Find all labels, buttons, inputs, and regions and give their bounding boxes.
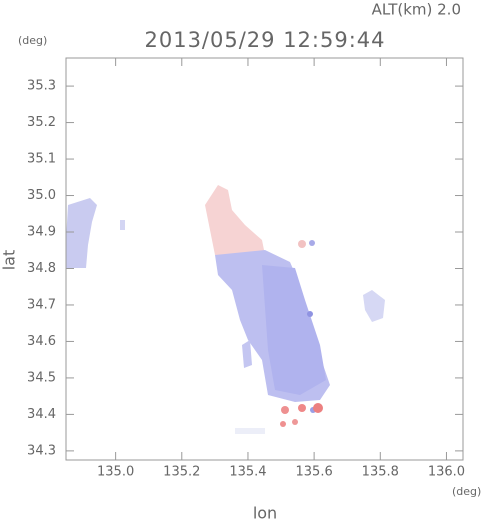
- y-tick-label: 34.3: [27, 443, 56, 458]
- echo-cell: [307, 311, 313, 317]
- y-tick-label: 35.2: [27, 115, 56, 130]
- echo-cell: [292, 419, 298, 425]
- y-tick-label: 35.3: [27, 79, 56, 94]
- echo-cell: [313, 403, 323, 413]
- x-axis-label: lon: [253, 504, 277, 522]
- echo-region: [262, 265, 326, 395]
- echo-region: [66, 198, 97, 268]
- echo-cell: [298, 404, 306, 412]
- y-tick-label: 34.5: [27, 370, 56, 385]
- y-tick-label: 34.7: [27, 297, 56, 312]
- radar-echo: [66, 185, 385, 434]
- y-tick-label: 34.8: [27, 261, 56, 276]
- echo-region: [120, 220, 125, 230]
- y-tick-label: 35.1: [27, 152, 56, 167]
- echo-cell: [309, 240, 315, 246]
- echo-region: [235, 428, 265, 434]
- echo-region: [363, 290, 385, 322]
- plot-frame: [65, 57, 464, 461]
- x-tick-label: 136.0: [428, 465, 465, 480]
- echo-cell: [281, 406, 289, 414]
- chart-title: 2013/05/29 12:59:44: [144, 28, 385, 52]
- x-tick-label: 135.0: [97, 465, 134, 480]
- altitude-label: ALT(km) 2.0: [372, 1, 461, 19]
- echo-cell: [298, 240, 306, 248]
- x-unit: (deg): [452, 485, 481, 498]
- x-tick-label: 135.8: [362, 465, 399, 480]
- y-tick-label: 34.6: [27, 334, 56, 349]
- y-tick-label: 34.4: [27, 407, 56, 422]
- y-tick-label: 35.0: [27, 188, 56, 203]
- y-tick-label: 34.9: [27, 225, 56, 240]
- x-tick-label: 135.2: [163, 465, 200, 480]
- y-unit: (deg): [18, 34, 47, 47]
- x-tick-label: 135.6: [296, 465, 333, 480]
- echo-region: [205, 185, 265, 255]
- echo-region: [242, 340, 252, 368]
- x-tick-label: 135.4: [229, 465, 266, 480]
- y-axis-label: lat: [0, 250, 19, 271]
- echo-cell: [280, 421, 286, 427]
